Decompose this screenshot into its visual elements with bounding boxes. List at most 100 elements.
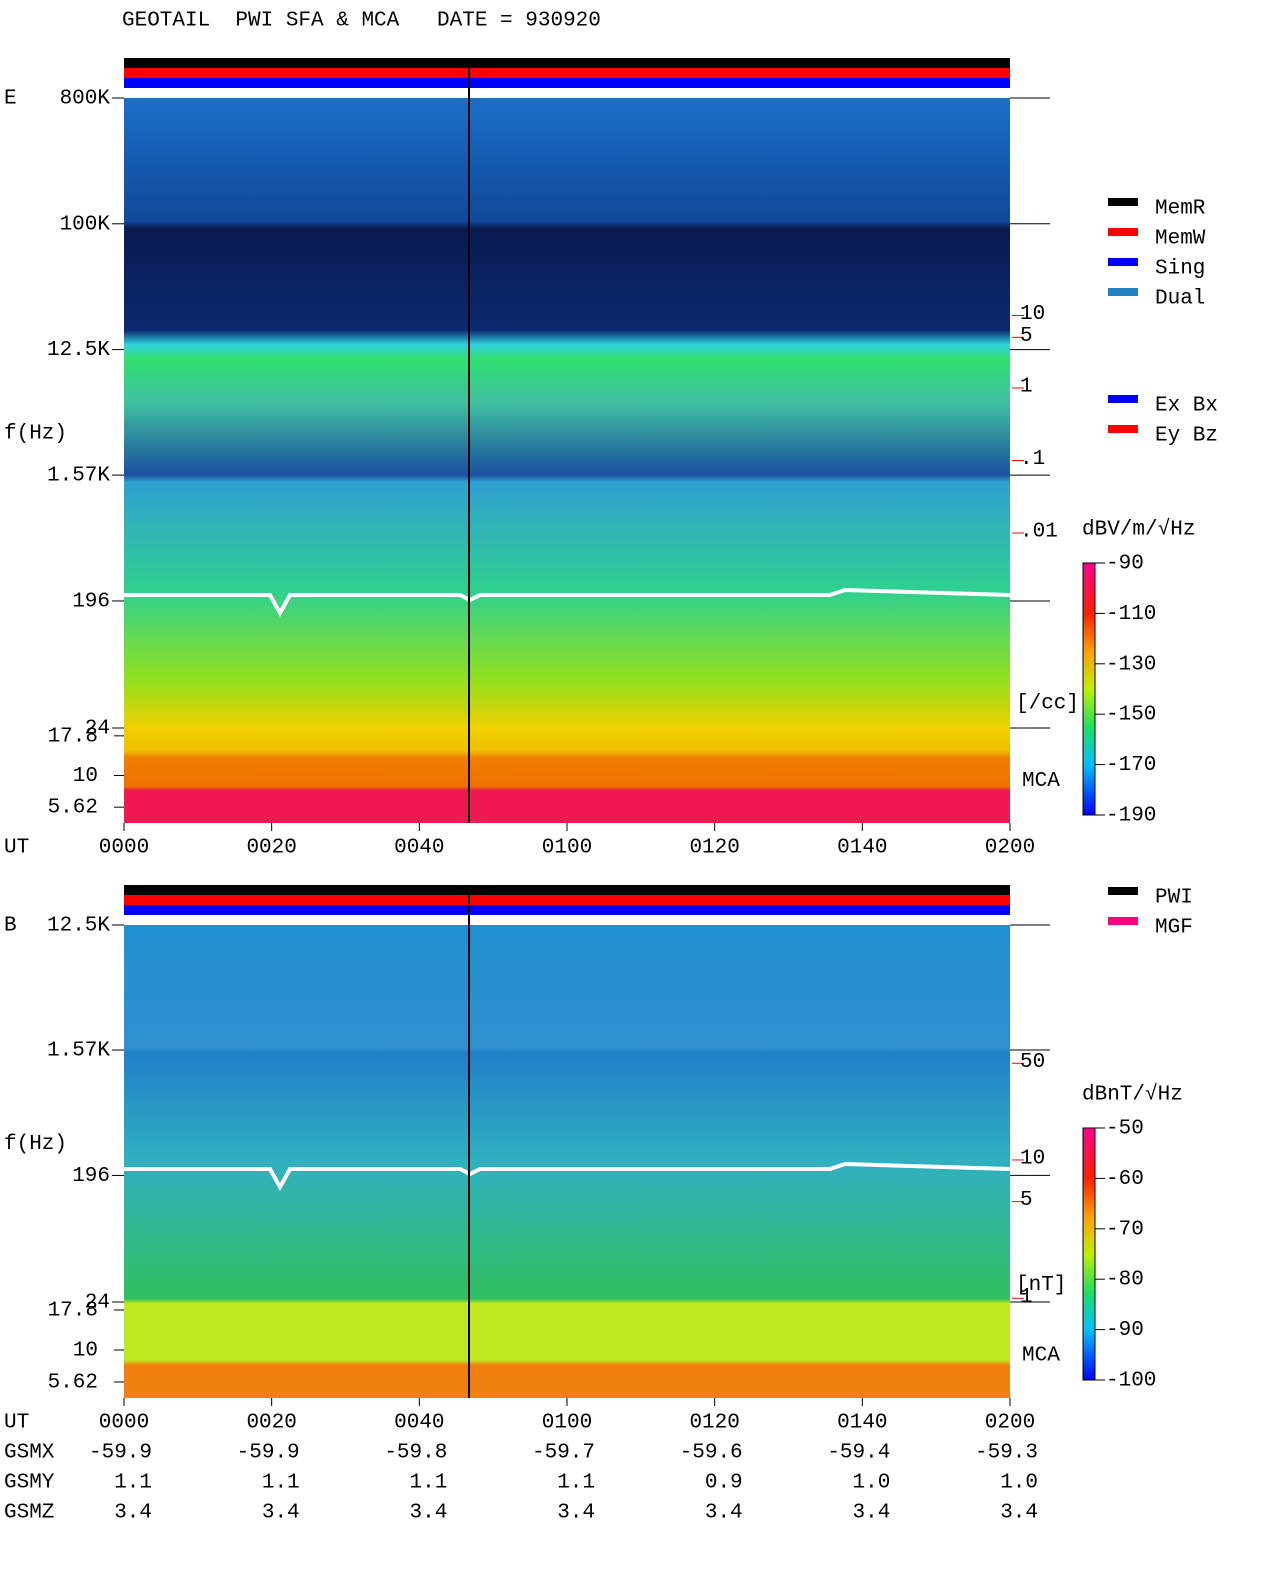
- legend-label: MemR: [1155, 198, 1206, 221]
- orbit-value: 1.1: [114, 1472, 152, 1495]
- legend-swatch: [1108, 288, 1138, 296]
- orbit-value: 1.1: [410, 1472, 448, 1495]
- y2-tick-label: 1: [1020, 376, 1033, 399]
- orbit-value: 3.4: [1000, 1502, 1038, 1525]
- orbit-label: GSMZ: [4, 1502, 54, 1525]
- x-tick-label: 0000: [99, 837, 149, 860]
- colorbar-tick-label: -80: [1106, 1269, 1144, 1292]
- title: GEOTAIL PWI SFA & MCA DATE = 930920: [122, 10, 601, 33]
- y2-tick-label: 10: [1020, 1148, 1045, 1171]
- legend-swatch: [1108, 395, 1138, 403]
- orbit-value: 1.1: [557, 1472, 595, 1495]
- y2-tick-label: .1: [1020, 448, 1045, 471]
- status-bar: [124, 885, 1010, 895]
- orbit-value: 3.4: [853, 1502, 891, 1525]
- y2-tick-label: .01: [1020, 521, 1058, 544]
- legend-label: Dual: [1155, 288, 1205, 311]
- mca-tick-label: 5.62: [48, 1372, 98, 1395]
- legend-swatch: [1108, 228, 1138, 236]
- x-tick-label: 0000: [99, 1412, 149, 1435]
- panel-label: E: [4, 88, 17, 111]
- legend-swatch: [1108, 258, 1138, 266]
- orbit-label: GSMY: [4, 1472, 55, 1495]
- mca-tick-label: 10: [73, 765, 98, 788]
- y-tick-label: 1.57K: [47, 1040, 110, 1063]
- status-bar: [124, 905, 1010, 915]
- y-tick-label: 12.5K: [47, 339, 110, 362]
- x-tick-label: 0020: [246, 1412, 296, 1435]
- y-tick-label: 12.5K: [47, 915, 110, 938]
- y-tick-label: 1.57K: [47, 465, 110, 488]
- cyclotron-line: [124, 1161, 1011, 1192]
- orbit-value: 3.4: [557, 1502, 595, 1525]
- status-bar: [124, 58, 1010, 68]
- mca-label: MCA: [1022, 770, 1060, 793]
- legend-label: MGF: [1155, 917, 1193, 940]
- x-tick-label: 0200: [985, 1412, 1035, 1435]
- colorbar-tick-label: -50: [1106, 1118, 1144, 1141]
- spectrogram: [124, 98, 1010, 823]
- colorbar-tick-label: -90: [1106, 553, 1144, 576]
- colorbar-tick-label: -70: [1106, 1218, 1144, 1241]
- colorbar: [1082, 1127, 1096, 1381]
- x-tick-label: 0120: [689, 837, 739, 860]
- x-tick-label: 0140: [837, 837, 887, 860]
- y-tick-label: 196: [72, 1165, 110, 1188]
- legend-swatch: [1108, 425, 1138, 433]
- orbit-value: 3.4: [705, 1502, 743, 1525]
- orbit-value: -59.9: [237, 1442, 300, 1465]
- y-tick-label: 100K: [60, 213, 111, 236]
- orbit-value: -59.4: [827, 1442, 890, 1465]
- legend-label: MemW: [1155, 228, 1206, 251]
- y-axis-label: f(Hz): [4, 423, 67, 446]
- y2-tick-label: 1: [1020, 1286, 1033, 1309]
- colorbar-tick-label: -100: [1106, 1370, 1156, 1393]
- legend-label: Ey Bz: [1155, 425, 1218, 448]
- y2-tick-label: 10: [1020, 303, 1045, 326]
- colorbar-tick-label: -90: [1106, 1319, 1144, 1342]
- mca-tick-label: 5.62: [48, 797, 98, 820]
- orbit-value: -59.9: [89, 1442, 152, 1465]
- legend-swatch: [1108, 887, 1138, 895]
- x-axis-label: UT: [4, 1412, 29, 1435]
- y-tick-label: 800K: [60, 88, 111, 111]
- orbit-value: 0.9: [705, 1472, 743, 1495]
- y-axis-label: f(Hz): [4, 1133, 67, 1156]
- legend-label: Sing: [1155, 258, 1205, 281]
- panel-label: B: [4, 915, 17, 938]
- orbit-label: GSMX: [4, 1442, 55, 1465]
- orbit-value: 1.0: [1000, 1472, 1038, 1495]
- x-tick-label: 0100: [542, 837, 592, 860]
- colorbar-label: dBnT/√Hz: [1082, 1083, 1183, 1107]
- orbit-value: 3.4: [410, 1502, 448, 1525]
- y2-axis-label: [nT]: [1016, 1274, 1066, 1297]
- y2-tick-label: 5: [1020, 1189, 1033, 1212]
- mca-tick-label: 10: [73, 1340, 98, 1363]
- orbit-value: 3.4: [262, 1502, 300, 1525]
- y2-axis-label: [/cc]: [1016, 693, 1079, 716]
- colorbar-tick-label: -110: [1106, 603, 1156, 626]
- x-tick-label: 0120: [689, 1412, 739, 1435]
- y-tick-label: 24: [85, 718, 110, 741]
- legend-swatch: [1108, 917, 1138, 925]
- y-tick-label: 24: [85, 1292, 110, 1315]
- orbit-value: 1.1: [262, 1472, 300, 1495]
- mca-tick-label: 17.8: [48, 725, 98, 748]
- x-tick-label: 0040: [394, 837, 444, 860]
- mca-tick-label: 17.8: [48, 1300, 98, 1323]
- x-tick-label: 0100: [542, 1412, 592, 1435]
- mca-label: MCA: [1022, 1344, 1060, 1367]
- status-bar: [124, 68, 1010, 78]
- x-axis-label: UT: [4, 837, 29, 860]
- orbit-value: -59.3: [975, 1442, 1038, 1465]
- y2-tick-label: 50: [1020, 1051, 1045, 1074]
- colorbar-tick-label: -60: [1106, 1168, 1144, 1191]
- colorbar: [1082, 562, 1096, 816]
- orbit-value: 3.4: [114, 1502, 152, 1525]
- x-tick-label: 0140: [837, 1412, 887, 1435]
- orbit-value: -59.7: [532, 1442, 595, 1465]
- y-tick-label: 196: [72, 591, 110, 614]
- spectrogram: [124, 925, 1010, 1398]
- colorbar-tick-label: -130: [1106, 653, 1156, 676]
